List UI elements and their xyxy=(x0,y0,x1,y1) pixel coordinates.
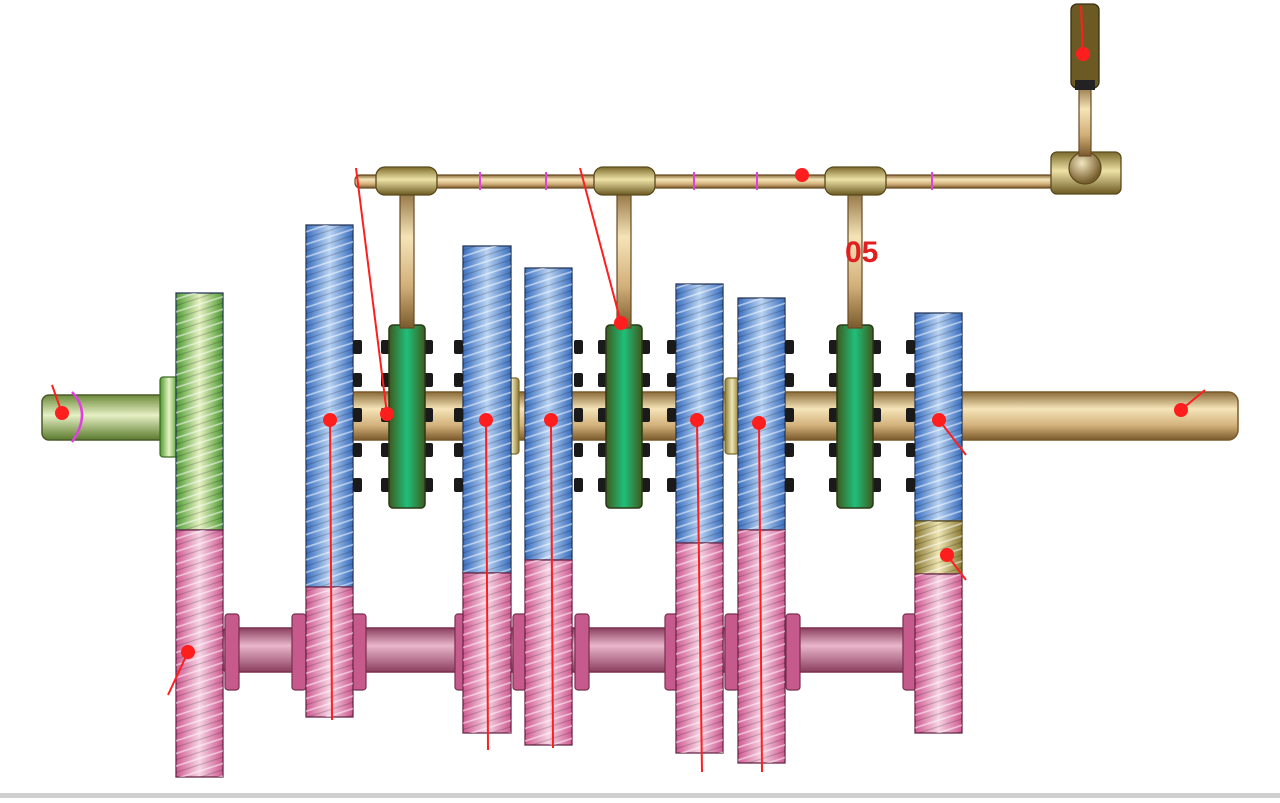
marker-line xyxy=(167,651,189,696)
dog-tooth xyxy=(454,408,463,422)
marker-line xyxy=(550,419,554,749)
bearing-collar xyxy=(785,613,801,691)
fork-collar-2 xyxy=(593,166,656,196)
dog-tooth xyxy=(454,478,463,492)
synchronizer-hub-3 xyxy=(836,324,874,509)
marker-line xyxy=(938,419,967,456)
shift-fork-2 xyxy=(616,187,632,329)
counter-gear-reverse-teeth xyxy=(915,574,962,733)
fork-collar-3 xyxy=(824,166,887,196)
dog-tooth xyxy=(353,373,362,387)
dog-tooth xyxy=(353,340,362,354)
marker-line xyxy=(51,384,63,414)
main-gear-1-teeth xyxy=(306,225,353,587)
dog-tooth xyxy=(454,443,463,457)
counter-gear-3-teeth xyxy=(525,560,572,745)
input-gear-teeth xyxy=(176,293,223,530)
dog-tooth xyxy=(667,340,676,354)
dog-tooth xyxy=(574,443,583,457)
dog-tooth xyxy=(906,373,915,387)
dog-tooth xyxy=(353,443,362,457)
dog-tooth xyxy=(667,373,676,387)
dog-tooth xyxy=(574,408,583,422)
synchronizer-hub-2 xyxy=(605,324,643,509)
dog-tooth xyxy=(574,340,583,354)
bearing-collar xyxy=(574,613,590,691)
bearing-collar xyxy=(724,613,740,691)
dog-tooth xyxy=(353,478,362,492)
dog-tooth xyxy=(785,408,794,422)
gear-lever-ball xyxy=(1068,151,1102,185)
synchronizer-hub-1 xyxy=(388,324,426,509)
marker-line xyxy=(1080,5,1084,55)
gear-lever-ferrule xyxy=(1075,80,1095,90)
marker-line xyxy=(485,419,489,751)
bearing-collar xyxy=(224,613,240,691)
gear-lever-stem xyxy=(1078,83,1092,157)
main-shaft-collar xyxy=(724,377,740,455)
dog-tooth xyxy=(454,340,463,354)
rotation-arc xyxy=(70,391,84,443)
dog-tooth xyxy=(667,443,676,457)
marker-dot xyxy=(795,168,809,182)
dog-tooth xyxy=(906,478,915,492)
counter-gear-1-teeth xyxy=(306,587,353,717)
bottom-edge xyxy=(0,793,1280,798)
dog-tooth xyxy=(667,408,676,422)
dog-tooth xyxy=(574,478,583,492)
fork-collar-1 xyxy=(375,166,438,196)
marker-line xyxy=(579,167,622,324)
marker-line xyxy=(1180,389,1206,411)
dog-tooth xyxy=(574,373,583,387)
dog-tooth xyxy=(906,340,915,354)
marker-line xyxy=(355,167,388,415)
marker-line xyxy=(696,419,703,773)
gear-lever-knob xyxy=(1070,3,1100,89)
dog-tooth xyxy=(785,373,794,387)
dog-tooth xyxy=(906,443,915,457)
marker-line xyxy=(329,419,333,721)
marker-line xyxy=(758,422,763,773)
main-gear-5-teeth xyxy=(738,298,785,530)
dog-tooth xyxy=(785,340,794,354)
shift-fork-1 xyxy=(399,187,415,329)
dog-tooth xyxy=(353,408,362,422)
dog-tooth xyxy=(785,478,794,492)
bearing-collar xyxy=(351,613,367,691)
dog-tooth xyxy=(454,373,463,387)
fragment-label: 05 xyxy=(845,236,878,269)
input-shaft-flange xyxy=(159,376,179,458)
marker-line xyxy=(946,554,967,581)
dog-tooth xyxy=(906,408,915,422)
selector-rod xyxy=(354,174,1066,189)
bearing-collar xyxy=(291,613,307,691)
dog-tooth xyxy=(785,443,794,457)
dog-tooth xyxy=(667,478,676,492)
